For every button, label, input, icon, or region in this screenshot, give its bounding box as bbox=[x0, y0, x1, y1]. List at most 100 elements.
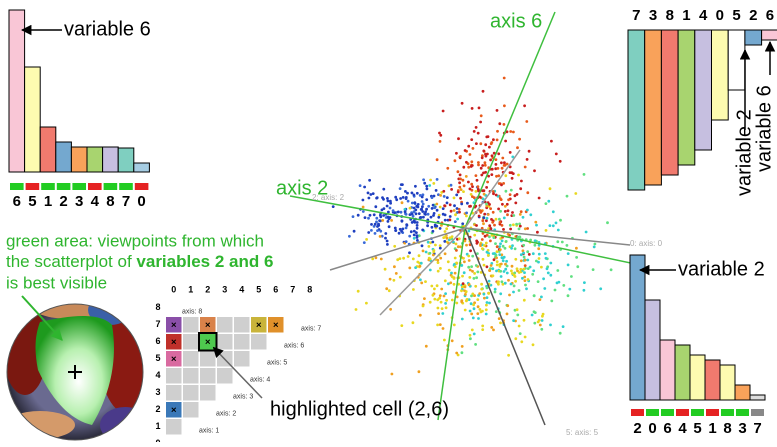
matrix-cell bbox=[166, 385, 182, 401]
bar bbox=[744, 29, 763, 46]
scatter-point bbox=[463, 260, 466, 264]
matrix-cell bbox=[183, 368, 199, 384]
scatter-point bbox=[543, 252, 547, 256]
scatter-point bbox=[447, 238, 451, 242]
scatter-point bbox=[485, 202, 488, 206]
projection-axis bbox=[464, 227, 641, 266]
scatter-point bbox=[417, 212, 421, 216]
scatter-point bbox=[500, 239, 504, 243]
scatter-point bbox=[385, 239, 389, 243]
scatter-point bbox=[482, 171, 485, 175]
scatter-point bbox=[557, 280, 561, 284]
scatter-point bbox=[565, 194, 569, 198]
scatter-point bbox=[461, 274, 464, 278]
scatter-point bbox=[543, 287, 547, 290]
bar bbox=[24, 66, 41, 173]
scatter-point bbox=[498, 221, 502, 224]
status-strip bbox=[676, 409, 689, 416]
scatter-point bbox=[404, 197, 408, 201]
scatter-point bbox=[506, 209, 510, 213]
scatter-point bbox=[452, 196, 456, 200]
scatter-point bbox=[548, 187, 552, 191]
scatter-point bbox=[393, 265, 396, 269]
scatter-point bbox=[474, 190, 478, 193]
scatter-point bbox=[469, 193, 473, 196]
scatter-point bbox=[544, 256, 548, 260]
bar-label: 5 bbox=[732, 7, 740, 24]
scatter-point bbox=[458, 181, 461, 185]
scatter-point bbox=[400, 219, 404, 223]
scatter-point bbox=[501, 156, 505, 160]
scatter-point bbox=[430, 196, 434, 200]
scatter-point bbox=[464, 290, 468, 294]
scatter-point bbox=[499, 321, 502, 325]
scatter-point bbox=[517, 324, 521, 328]
scatter-point bbox=[475, 276, 478, 280]
scatter-point bbox=[527, 253, 531, 256]
scatter-point bbox=[449, 183, 453, 187]
scatter-point bbox=[426, 212, 430, 216]
scatter-point bbox=[558, 331, 562, 335]
scatter-point bbox=[417, 234, 421, 238]
scatter-point bbox=[477, 317, 480, 320]
axis-label: axis 6 bbox=[490, 10, 542, 32]
bar bbox=[674, 344, 691, 401]
projection-axis bbox=[464, 227, 546, 426]
scatter-point bbox=[476, 270, 480, 274]
scatter-point bbox=[403, 208, 407, 211]
scatter-point bbox=[383, 267, 387, 271]
projection-axis bbox=[464, 11, 556, 229]
scatter-point bbox=[559, 218, 562, 222]
scatter-point bbox=[525, 120, 529, 123]
bar bbox=[117, 147, 135, 173]
scatter-point bbox=[420, 244, 424, 248]
projection-axis bbox=[289, 195, 466, 229]
scatter-point bbox=[372, 213, 376, 217]
scatterplot bbox=[289, 11, 641, 426]
bar-label: 4 bbox=[678, 420, 687, 437]
status-strip bbox=[736, 409, 749, 416]
scatter-point bbox=[432, 253, 435, 257]
scatter-point bbox=[490, 326, 494, 329]
scatter-point bbox=[505, 264, 509, 268]
scatter-point bbox=[438, 296, 441, 300]
scatter-point bbox=[466, 201, 469, 205]
scatter-point bbox=[523, 264, 527, 267]
scatter-point bbox=[415, 204, 419, 208]
scatter-point bbox=[491, 190, 495, 193]
scatter-point bbox=[401, 227, 405, 231]
scatter-point bbox=[503, 161, 506, 165]
scatter-point bbox=[544, 202, 548, 206]
scatter-point bbox=[411, 321, 415, 325]
scatter-point bbox=[450, 339, 454, 343]
scatter-point bbox=[455, 193, 459, 197]
scatter-point bbox=[452, 290, 455, 294]
scatter-point bbox=[474, 343, 477, 346]
scatter-point bbox=[378, 219, 381, 223]
column-label: 7 bbox=[290, 284, 295, 294]
scatter-point bbox=[525, 158, 529, 161]
scatter-point bbox=[556, 269, 560, 272]
scatter-point bbox=[540, 265, 543, 269]
scatter-point bbox=[448, 218, 452, 222]
scatter-point bbox=[540, 327, 544, 331]
bar-label: 7 bbox=[122, 193, 130, 210]
scatter-point bbox=[443, 252, 447, 256]
scatter-point bbox=[428, 184, 432, 187]
scatter-point bbox=[526, 227, 529, 230]
scatter-point bbox=[387, 210, 390, 214]
scatter-point bbox=[522, 243, 526, 247]
bar-label: 0 bbox=[648, 420, 656, 437]
scatter-point bbox=[381, 219, 385, 222]
scatter-point bbox=[570, 275, 573, 278]
scatter-point bbox=[400, 201, 404, 205]
bar bbox=[734, 384, 751, 401]
column-label: 6 bbox=[273, 284, 278, 294]
status-strip bbox=[41, 183, 55, 190]
annotation: variable 6 bbox=[64, 18, 151, 40]
row-label: 4 bbox=[155, 370, 160, 380]
scatter-point bbox=[436, 306, 440, 310]
scatter-point bbox=[489, 207, 492, 211]
row-label: 1 bbox=[155, 421, 160, 431]
scatter-point bbox=[423, 181, 427, 185]
